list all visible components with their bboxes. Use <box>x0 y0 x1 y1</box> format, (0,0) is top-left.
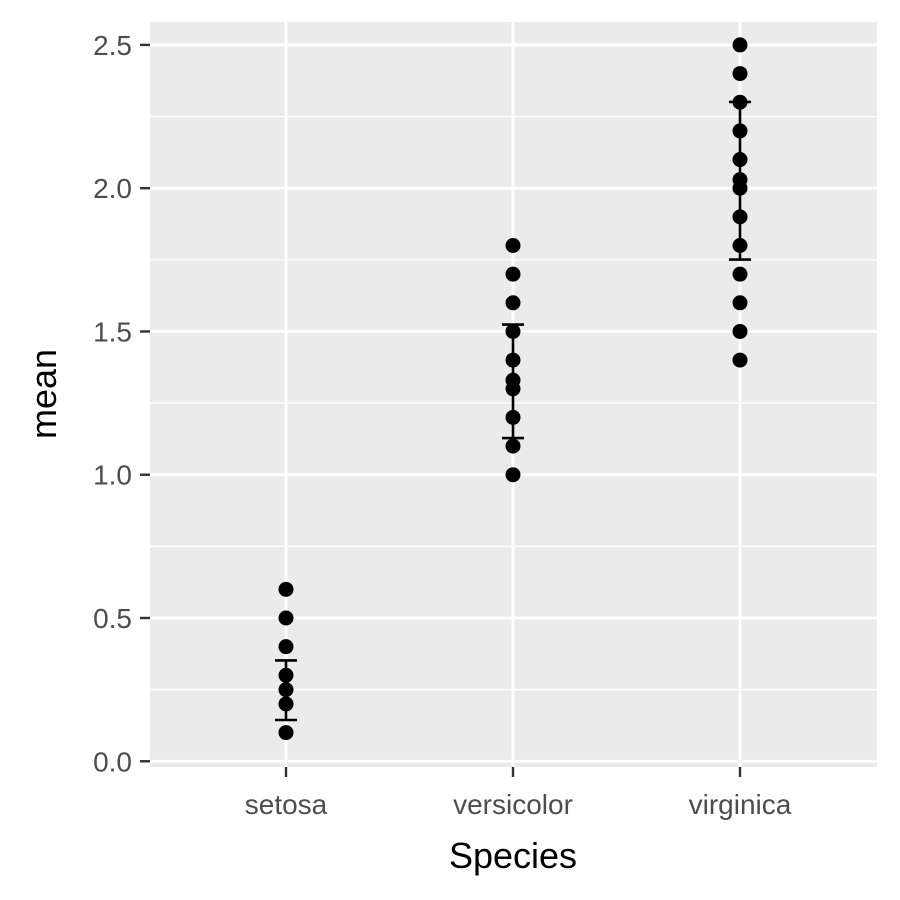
grid-major <box>150 22 877 767</box>
data-point <box>732 266 748 282</box>
data-point <box>732 209 748 225</box>
data-point <box>505 238 521 253</box>
y-tick-label: 2.5 <box>93 30 132 61</box>
data-point <box>505 438 521 454</box>
data-point <box>278 696 294 712</box>
data-point <box>732 37 748 53</box>
data-point <box>278 682 294 698</box>
data-point <box>505 372 521 388</box>
data-point <box>278 639 294 655</box>
x-tick-label: versicolor <box>453 789 573 820</box>
data-point <box>732 323 748 339</box>
y-tick-label: 0.5 <box>93 603 132 634</box>
x-tick-label: setosa <box>245 789 328 820</box>
x-axis-title: Species <box>449 835 577 876</box>
y-axis-title: mean <box>23 349 64 439</box>
data-point <box>505 352 521 368</box>
data-point <box>732 94 748 110</box>
y-tick-label: 2.0 <box>93 173 132 204</box>
data-point <box>505 266 521 282</box>
x-tick-label: virginica <box>689 789 792 820</box>
data-point <box>732 295 748 311</box>
data-point <box>278 610 294 626</box>
data-point <box>732 152 748 168</box>
x-axis: setosa versicolor virginica <box>245 767 792 820</box>
data-point <box>732 172 748 188</box>
data-point <box>505 295 521 311</box>
data-point <box>505 467 521 483</box>
data-point <box>278 725 294 741</box>
data-point <box>278 667 294 683</box>
y-tick-label: 0.0 <box>93 746 132 777</box>
data-point <box>732 66 748 82</box>
data-point <box>278 581 294 597</box>
data-point <box>732 352 748 368</box>
data-points <box>278 37 748 741</box>
y-tick-label: 1.5 <box>93 316 132 347</box>
data-point <box>732 238 748 253</box>
data-point <box>505 409 521 425</box>
data-point <box>732 123 748 139</box>
y-axis: 0.0 0.5 1.0 1.5 2.0 2.5 <box>93 30 150 777</box>
data-point <box>505 323 521 339</box>
y-tick-label: 1.0 <box>93 460 132 491</box>
